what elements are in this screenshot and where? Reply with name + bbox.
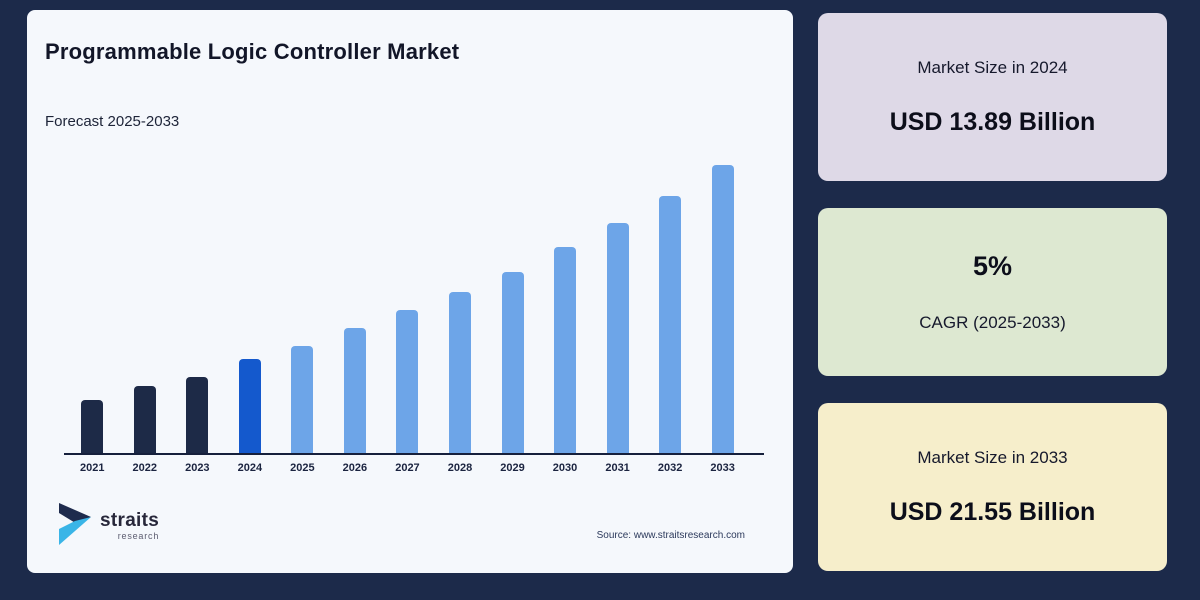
stats-panel: Market Size in 2024 USD 13.89 Billion 5%… bbox=[818, 13, 1167, 571]
x-axis-line bbox=[64, 453, 764, 455]
x-tick-2032: 2032 bbox=[657, 462, 683, 474]
straits-research-logo: straits research bbox=[57, 500, 159, 551]
bar-column-2023 bbox=[171, 143, 224, 453]
x-tick-2024: 2024 bbox=[237, 462, 263, 474]
forecast-subtitle: Forecast 2025-2033 bbox=[45, 113, 180, 130]
bar-2022 bbox=[133, 386, 156, 453]
bar-2028 bbox=[448, 292, 471, 453]
bar-2021 bbox=[81, 400, 104, 453]
bar-2024 bbox=[238, 359, 261, 453]
x-tick-2030: 2030 bbox=[552, 462, 578, 474]
bars-row bbox=[66, 143, 749, 453]
bar-column-2029 bbox=[486, 143, 539, 453]
logo-subname: research bbox=[117, 530, 160, 541]
stat-card-cagr: 5% CAGR (2025-2033) bbox=[818, 208, 1167, 376]
x-tick-2025: 2025 bbox=[290, 462, 315, 474]
bar-2029 bbox=[501, 272, 524, 453]
bar-2033 bbox=[711, 165, 734, 453]
x-tick-2029: 2029 bbox=[500, 462, 525, 474]
stat-label-2033: Market Size in 2033 bbox=[917, 448, 1068, 467]
x-tick-2023: 2023 bbox=[185, 462, 210, 474]
bar-2026 bbox=[343, 328, 366, 453]
x-tick-2027: 2027 bbox=[395, 462, 420, 474]
bar-2023 bbox=[186, 377, 209, 453]
bar-2032 bbox=[659, 196, 682, 453]
bar-column-2024 bbox=[224, 143, 277, 453]
x-axis-labels: 2021 2022 2023 2024 2025 2026 2027 2028 2029 2030… bbox=[66, 462, 749, 474]
bar-column-2026 bbox=[329, 143, 382, 453]
bar-column-2028 bbox=[434, 143, 487, 453]
x-tick-2028: 2028 bbox=[447, 462, 473, 474]
x-tick-2026: 2026 bbox=[342, 462, 368, 474]
bar-column-2027 bbox=[381, 143, 434, 453]
x-tick-2031: 2031 bbox=[605, 462, 630, 474]
bar-column-2031 bbox=[591, 143, 644, 453]
stat-value-2033: USD 21.55 Billion bbox=[889, 498, 1096, 526]
stat-card-market-size-2033: Market Size in 2033 USD 21.55 Billion bbox=[818, 403, 1167, 571]
x-tick-2022: 2022 bbox=[132, 462, 158, 474]
stat-card-market-size-2024: Market Size in 2024 USD 13.89 Billion bbox=[818, 13, 1167, 181]
logo-name: straits bbox=[100, 509, 160, 531]
bar-column-2021 bbox=[66, 143, 119, 453]
bar-column-2025 bbox=[276, 143, 329, 453]
bar-2025 bbox=[291, 346, 314, 453]
stat-label-2024: Market Size in 2024 bbox=[917, 58, 1068, 77]
source-text: Source: www.straitsresearch.com bbox=[596, 530, 745, 541]
x-tick-2033: 2033 bbox=[710, 462, 735, 474]
chart-card: Programmable Logic Controller Market For… bbox=[27, 10, 793, 573]
bar-2027 bbox=[396, 310, 419, 453]
bar-chart: 2021 2022 2023 2024 2025 2026 2027 2028 2029 2030… bbox=[64, 143, 764, 474]
x-tick-2021: 2021 bbox=[80, 462, 105, 474]
straits-logo-icon bbox=[57, 500, 95, 551]
stat-value-cagr: 5% bbox=[972, 251, 1013, 281]
bar-column-2022 bbox=[119, 143, 172, 453]
bar-column-2030 bbox=[539, 143, 592, 453]
bar-2031 bbox=[606, 223, 629, 453]
bar-column-2033 bbox=[696, 143, 749, 453]
bar-column-2032 bbox=[644, 143, 697, 453]
logo-text: straits research bbox=[100, 511, 159, 541]
stat-value-2024: USD 13.89 Billion bbox=[889, 108, 1096, 136]
stat-label-cagr: CAGR (2025-2033) bbox=[919, 313, 1066, 332]
page-title: Programmable Logic Controller Market bbox=[45, 39, 460, 64]
bar-2030 bbox=[554, 247, 577, 453]
